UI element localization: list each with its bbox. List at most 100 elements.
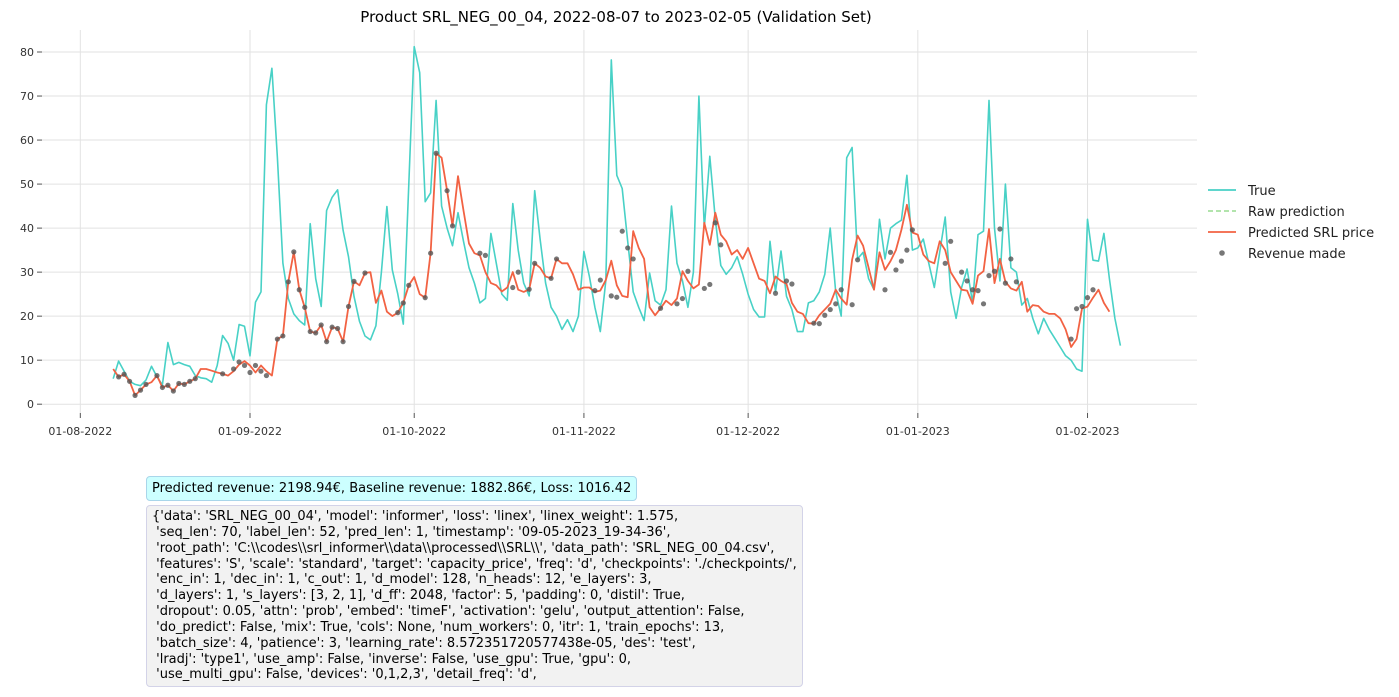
revenue-marker — [400, 300, 406, 306]
revenue-marker — [608, 293, 614, 299]
revenue-marker — [909, 227, 915, 233]
y-tick-label: 10 — [20, 354, 34, 367]
revenue-marker — [236, 359, 242, 365]
revenue-marker — [893, 267, 899, 273]
revenue-marker — [422, 295, 428, 301]
revenue-marker — [964, 278, 970, 284]
revenue-marker — [882, 287, 888, 293]
revenue-marker — [948, 238, 954, 244]
revenue-marker — [1068, 336, 1074, 342]
revenue-marker — [630, 256, 636, 262]
legend-label: Predicted SRL price — [1248, 226, 1374, 241]
revenue-marker — [712, 220, 718, 226]
revenue-marker — [170, 388, 176, 394]
revenue-marker — [159, 384, 166, 391]
revenue-marker — [482, 252, 488, 258]
revenue-marker — [1013, 279, 1019, 285]
revenue-marker — [247, 369, 253, 376]
revenue-marker — [833, 301, 839, 307]
revenue-marker — [296, 287, 302, 293]
revenue-marker — [975, 288, 981, 294]
revenue-marker — [718, 242, 724, 248]
x-tick-label: 01-02-2023 — [1056, 425, 1120, 438]
revenue-marker — [1079, 303, 1085, 310]
legend-label: True — [1247, 184, 1276, 199]
revenue-marker — [707, 281, 713, 288]
revenue-marker — [1073, 306, 1080, 312]
y-tick-label: 20 — [20, 310, 34, 323]
revenue-marker — [811, 320, 817, 326]
revenue-marker — [395, 310, 401, 316]
revenue-marker — [674, 301, 680, 307]
revenue-marker — [657, 305, 664, 311]
revenue-marker — [121, 371, 127, 377]
y-tick-label: 70 — [20, 90, 34, 103]
revenue-marker — [252, 362, 259, 369]
revenue-marker — [187, 378, 193, 384]
revenue-summary: Predicted revenue: 2198.94€, Baseline re… — [146, 476, 638, 501]
y-tick-label: 40 — [20, 222, 34, 235]
revenue-marker — [329, 324, 335, 330]
x-tick-label: 01-09-2022 — [218, 425, 282, 438]
revenue-marker — [597, 277, 603, 283]
series-lines — [112, 45, 1122, 397]
revenue-marker — [898, 258, 905, 264]
y-tick-label: 0 — [27, 398, 34, 411]
revenue-marker — [143, 381, 149, 387]
revenue-marker — [1002, 280, 1009, 286]
revenue-marker — [783, 278, 790, 284]
revenue-marker — [685, 268, 691, 274]
revenue-marker — [887, 249, 894, 255]
x-tick-label: 01-10-2022 — [382, 425, 446, 438]
revenue-marker — [515, 269, 521, 275]
revenue-marker — [340, 339, 346, 345]
revenue-marker — [838, 287, 844, 293]
x-tick-label: 01-11-2022 — [552, 425, 616, 438]
revenue-marker — [362, 270, 368, 276]
revenue-marker — [263, 372, 270, 379]
revenue-marker — [510, 284, 516, 291]
y-tick-label: 60 — [20, 134, 34, 147]
revenue-marker — [526, 286, 532, 292]
revenue-marker — [302, 304, 308, 310]
revenue-marker — [532, 260, 538, 266]
revenue-marker — [116, 374, 122, 380]
revenue-marker — [449, 223, 456, 229]
y-tick-label: 50 — [20, 178, 34, 191]
revenue-marker — [126, 378, 133, 384]
revenue-marker — [619, 228, 625, 234]
revenue-marker — [154, 372, 160, 379]
revenue-marker — [1084, 295, 1091, 301]
x-tick-label: 01-01-2023 — [886, 425, 950, 438]
revenue-marker — [548, 275, 554, 281]
y-axis: 0 10 20 30 40 50 60 70 80 — [20, 46, 42, 411]
revenue-marker — [280, 333, 286, 339]
y-tick-label: 30 — [20, 266, 34, 279]
config-text: {'data': 'SRL_NEG_00_04', 'model': 'info… — [146, 505, 803, 688]
x-tick-label: 01-08-2022 — [48, 425, 112, 438]
revenue-marker — [701, 285, 707, 292]
revenue-marker — [313, 330, 319, 336]
chart: Product SRL_NEG_00_04, 2022-08-07 to 202… — [20, 8, 1374, 438]
revenue-marker — [291, 249, 297, 255]
revenue-marker — [980, 301, 987, 307]
series-line-0 — [112, 45, 1122, 387]
revenue-marker — [969, 287, 976, 293]
grid — [42, 30, 1197, 413]
revenue-marker — [827, 306, 833, 313]
revenue-marker — [220, 371, 226, 377]
revenue-marker — [904, 247, 910, 253]
revenue-marker — [230, 366, 237, 372]
revenue-marker — [137, 387, 144, 393]
revenue-marker — [165, 382, 171, 388]
revenue-marker — [997, 226, 1003, 232]
revenue-marker — [942, 260, 948, 266]
revenue-marker — [428, 250, 434, 256]
revenue-marker — [477, 250, 483, 256]
revenue-marker — [181, 381, 187, 387]
revenue-marker — [625, 245, 631, 251]
revenue-markers — [116, 150, 1096, 398]
y-tick-label: 80 — [20, 46, 34, 59]
revenue-marker — [274, 336, 280, 342]
legend-label: Revenue made — [1248, 247, 1346, 262]
